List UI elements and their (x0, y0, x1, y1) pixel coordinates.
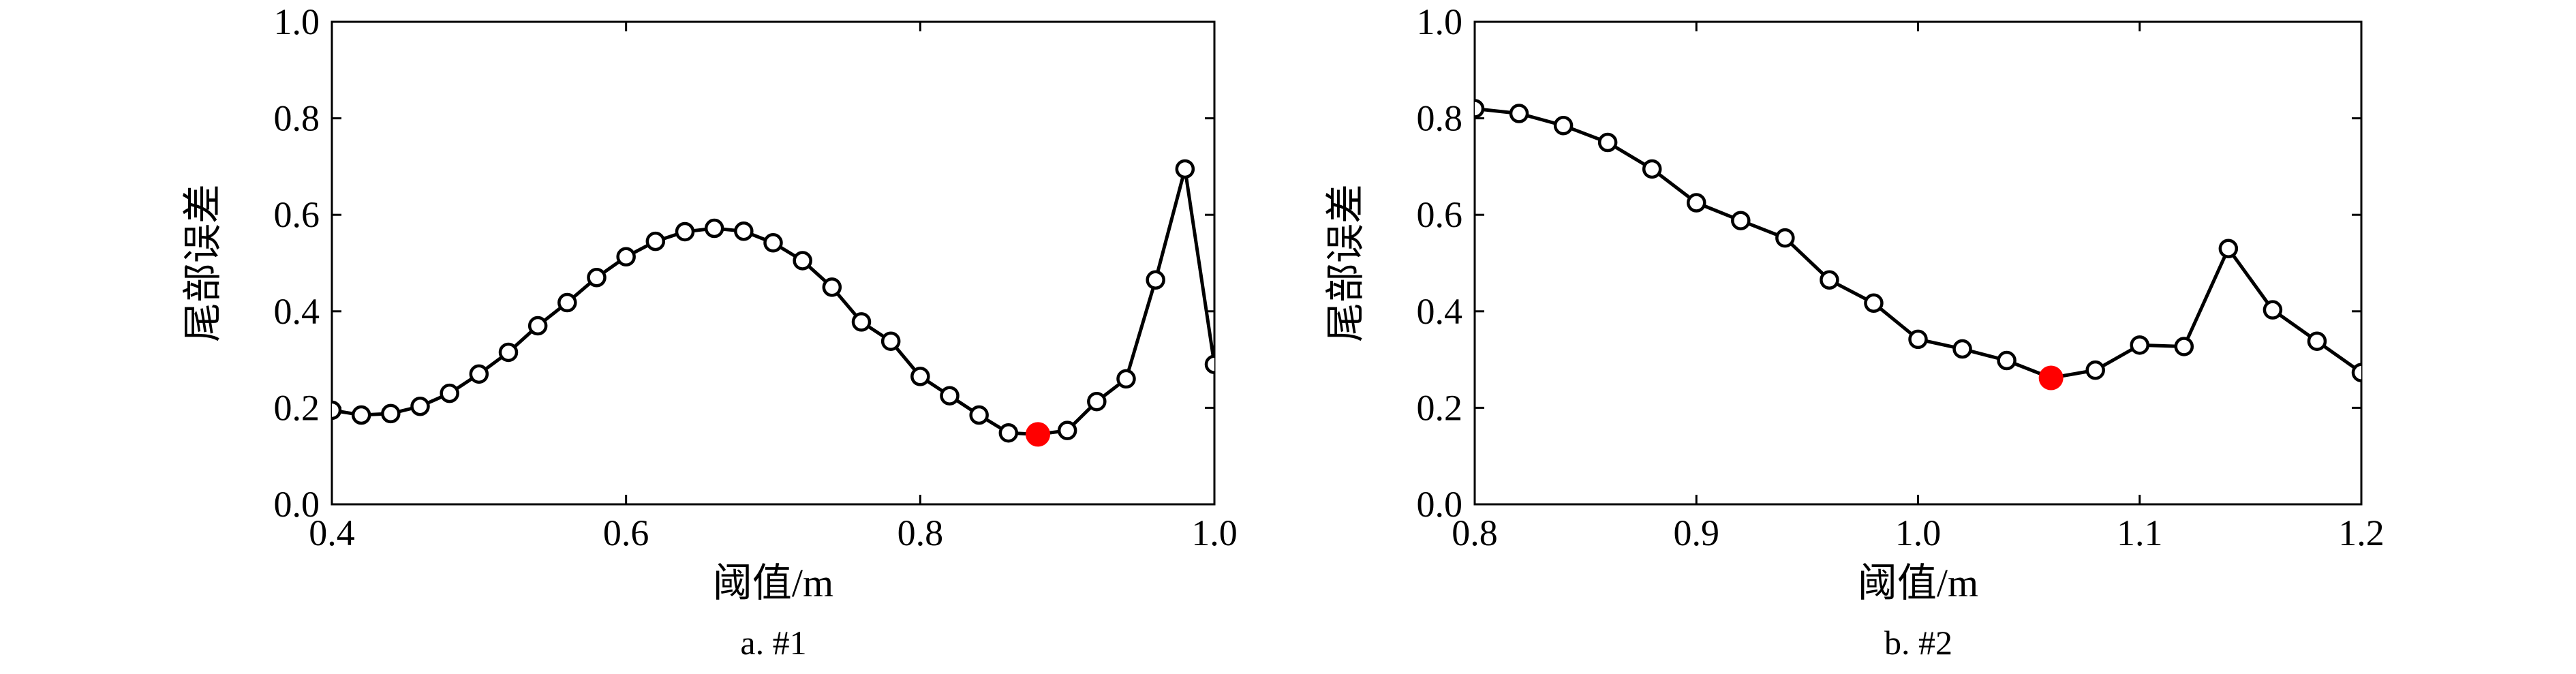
x-tick-label: 1.1 (2117, 512, 2163, 553)
x-tick-label: 0.8 (1452, 512, 1498, 553)
y-tick-label: 0.6 (1417, 194, 1463, 235)
data-point (2085, 360, 2105, 380)
data-point (969, 405, 989, 425)
data-point (998, 423, 1019, 443)
data-point (1820, 270, 1839, 290)
y-tick-label: 0.4 (274, 291, 320, 332)
data-point (1731, 211, 1751, 230)
data-point (2307, 331, 2327, 351)
data-point (793, 251, 812, 271)
data-point (675, 221, 695, 242)
data-point (1087, 391, 1107, 412)
y-tick-label: 0.2 (274, 387, 320, 428)
data-point (2130, 335, 2149, 355)
data-point (410, 397, 430, 416)
data-point (1642, 159, 1662, 179)
data-point (440, 383, 459, 403)
chart-panel-2: 0.8 0.9 1.0 1.1 1.2 0.0 0.2 0.4 0.6 0.8 1.0 阈值/m 尾部误… (1323, 1, 2385, 662)
data-point (2174, 337, 2194, 356)
highlight-point (2038, 365, 2064, 390)
data-point (1908, 329, 1928, 350)
series-group (1475, 99, 2361, 390)
data-point (1597, 132, 1618, 153)
y-tick-label: 0.6 (274, 194, 320, 235)
data-point (1116, 369, 1136, 389)
data-point (2263, 300, 2283, 320)
data-point (1509, 104, 1529, 123)
data-point (1952, 339, 1972, 359)
data-point (1687, 193, 1706, 213)
data-point (498, 342, 519, 363)
data-point (557, 292, 577, 313)
series-line (332, 168, 1214, 436)
x-axis-label: 阈值/m (713, 561, 833, 605)
data-point (1057, 420, 1077, 440)
data-point (1204, 354, 1214, 374)
y-tick-label: 0.0 (1417, 484, 1463, 525)
y-axis-label: 尾部误差 (1323, 184, 1368, 342)
highlight-point (1026, 422, 1050, 447)
data-point (381, 403, 401, 424)
data-point (645, 231, 666, 251)
plot-frame (1473, 20, 2363, 506)
plot-frame (331, 20, 1216, 506)
data-point (1775, 228, 1795, 248)
data-point (880, 331, 901, 351)
x-tick-label: 0.9 (1674, 512, 1720, 553)
data-point (587, 267, 607, 288)
data-point (351, 405, 371, 425)
panel-caption: a. #1 (740, 624, 806, 662)
data-point (1864, 293, 1884, 313)
data-point (332, 400, 342, 420)
y-tick-label: 0.8 (274, 98, 320, 139)
data-point (2218, 239, 2239, 259)
data-point (763, 233, 783, 253)
x-tick-label: 0.8 (898, 512, 944, 553)
data-point (1553, 115, 1574, 136)
data-point (851, 312, 872, 332)
panel-caption: b. #2 (1884, 624, 1952, 662)
x-tick-label: 1.2 (2338, 512, 2385, 553)
data-point (469, 364, 489, 384)
chart-panel-1: 0.4 0.6 0.8 1.0 0.0 0.2 0.4 0.6 0.8 1.0 阈值/m 尾部误差 a.… (181, 1, 1238, 662)
x-tick-label: 0.6 (603, 512, 649, 553)
data-point (1997, 350, 2017, 371)
data-point (940, 386, 960, 405)
data-point (1146, 270, 1165, 290)
y-tick-label: 0.4 (1417, 291, 1463, 332)
data-point (527, 316, 548, 336)
y-axis-label: 尾部误差 (181, 184, 225, 342)
y-tick-label: 0.2 (1417, 387, 1463, 428)
x-tick-label: 0.4 (309, 512, 355, 553)
series-group (332, 159, 1214, 447)
y-tick-label: 0.8 (1417, 98, 1463, 139)
data-point (822, 277, 842, 297)
data-point (616, 247, 636, 267)
data-point (734, 221, 754, 241)
data-point (2351, 363, 2361, 382)
data-point (910, 367, 930, 386)
y-tick-label: 1.0 (1417, 1, 1463, 42)
x-tick-label: 1.0 (1895, 512, 1942, 553)
data-point (1175, 159, 1195, 179)
x-axis-label: 阈值/m (1858, 561, 1978, 605)
data-point (1475, 99, 1485, 119)
data-point (704, 218, 724, 239)
x-tick-label: 1.0 (1191, 512, 1238, 553)
y-tick-label: 1.0 (274, 1, 320, 42)
y-tick-label: 0.0 (274, 484, 320, 525)
